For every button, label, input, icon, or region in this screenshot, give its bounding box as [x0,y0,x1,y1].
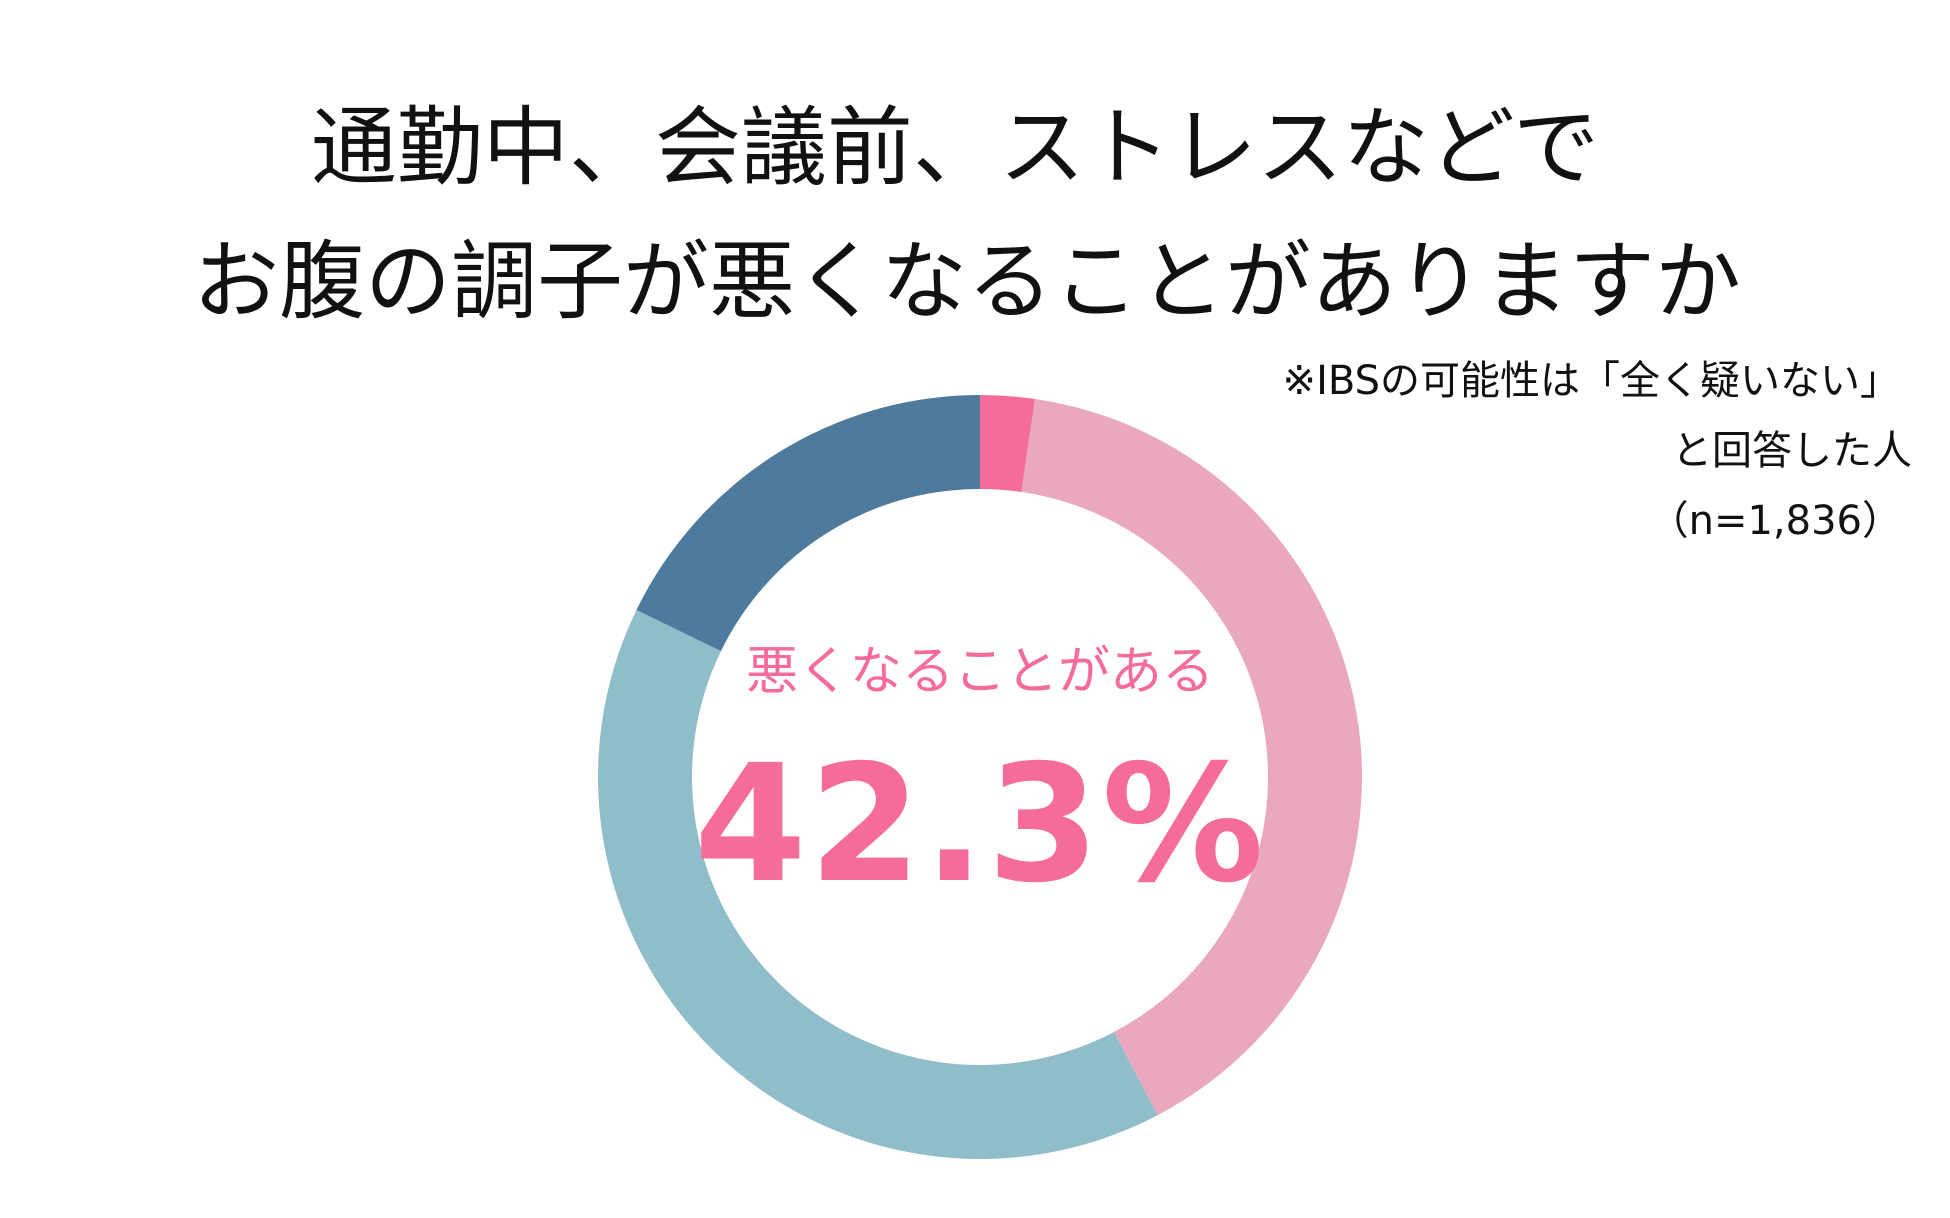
donut-slice-2 [1021,398,1362,1116]
donut-slice-4 [636,395,980,652]
chart-title-line-1: 通勤中、会議前、ストレスなどで [310,98,1600,198]
donut-slice-1 [980,395,1036,493]
sample-note-line-2: と回答した人 [1672,428,1912,474]
sample-note-line-3: （n=1,836） [1648,498,1902,544]
donut-slice-3 [598,610,1158,1159]
chart-title-line-2: お腹の調子が悪くなることがありますか [193,232,1741,332]
center-caption: 悪くなることがある [745,642,1214,702]
sample-note-line-1: ※IBSの可能性は「全く疑いない」 [1282,358,1900,404]
donut-slices [598,395,1362,1159]
center-value: 42.3% [693,731,1267,919]
